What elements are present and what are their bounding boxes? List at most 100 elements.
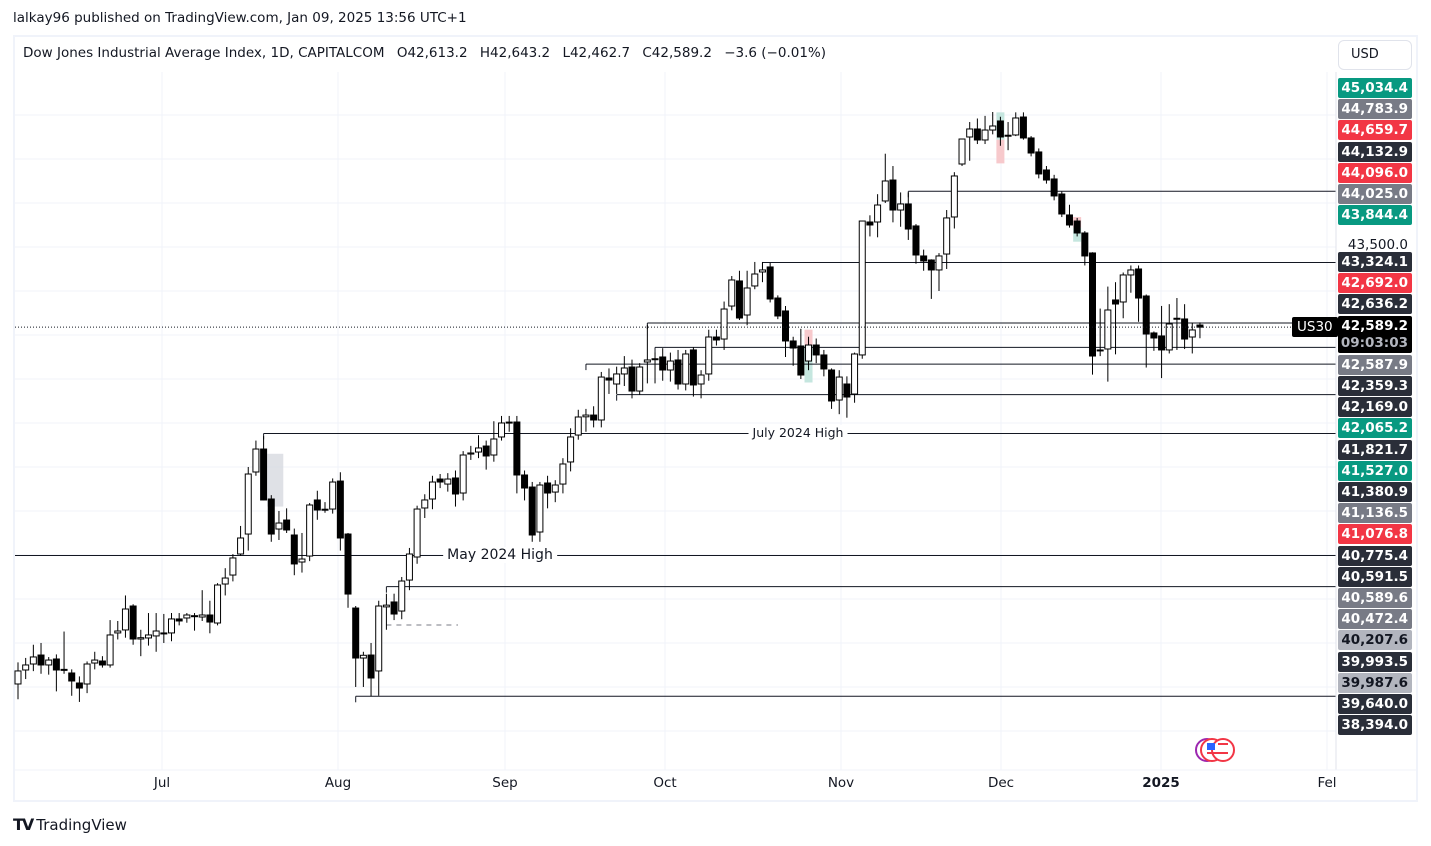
candle (1073, 217, 1081, 237)
candle-body (382, 604, 390, 608)
candle (943, 210, 951, 269)
candle-body (989, 125, 997, 131)
candle (237, 525, 245, 556)
candle-body (1181, 318, 1189, 340)
candle (751, 261, 759, 290)
candle-body (935, 255, 943, 271)
candle (60, 631, 68, 674)
candle-body (114, 630, 122, 634)
candle-body (428, 481, 436, 500)
candle-body (390, 601, 398, 615)
candle (973, 118, 981, 145)
symbol-tag: US30 (1292, 317, 1338, 337)
time-axis-label: Aug (324, 775, 352, 791)
candle (206, 600, 214, 634)
candle-body (352, 607, 360, 659)
price-label: 41,076.8 (1338, 524, 1412, 545)
candle (91, 651, 99, 670)
candle (1027, 136, 1035, 157)
candle (283, 508, 291, 533)
candle-body (45, 659, 53, 666)
symbol-title[interactable]: Dow Jones Industrial Average Index, 1D, … (23, 45, 385, 61)
candle-body (981, 129, 989, 141)
candle (467, 445, 475, 460)
currency-button[interactable]: USD (1338, 40, 1412, 70)
candle-body (927, 259, 935, 271)
candle (674, 349, 682, 390)
candle-body (536, 484, 544, 533)
candle-body (920, 255, 928, 262)
candle (221, 568, 229, 596)
time-axis-label: Jul (153, 775, 171, 791)
candle-body (260, 448, 268, 501)
candle-body (1150, 332, 1158, 339)
candle (536, 481, 544, 542)
candle (866, 215, 874, 237)
candle (498, 415, 506, 441)
candle (613, 366, 621, 394)
candle (1004, 122, 1012, 151)
candle (336, 472, 344, 551)
candle (1181, 304, 1189, 350)
candle-body (666, 360, 674, 371)
candle-body (1158, 335, 1166, 351)
candle-body (758, 269, 766, 273)
candle-body (851, 353, 859, 395)
candle-body (52, 658, 60, 671)
candle (1058, 191, 1066, 218)
candle-body (904, 203, 912, 230)
candle-body (37, 654, 45, 666)
candle-body (651, 358, 659, 361)
candle-body (966, 128, 974, 138)
candle (1196, 322, 1204, 339)
brand-name: TradingView (36, 815, 127, 834)
candle-body (643, 359, 651, 363)
candle-body (950, 175, 958, 218)
candle (996, 116, 1004, 146)
candle (121, 595, 129, 638)
candle-body (774, 297, 782, 317)
candle (697, 370, 705, 399)
candle (367, 642, 375, 697)
candle-body (613, 373, 621, 385)
economic-event-icon[interactable] (1195, 738, 1235, 762)
price-label: 42,587.9 (1338, 354, 1412, 375)
candle-body (782, 310, 789, 342)
candle-body (1050, 178, 1058, 197)
candle-body (897, 203, 905, 211)
candle-body (889, 179, 897, 211)
candle-body (1073, 220, 1081, 234)
candle-body (359, 654, 367, 659)
candle (451, 470, 459, 507)
candle-body (467, 452, 475, 455)
low-value: L42,462.7 (562, 45, 631, 61)
candle-body (221, 577, 229, 585)
change-value: −3.6 (−0.01%) (724, 45, 827, 61)
candle-body (513, 421, 521, 476)
candle (1135, 265, 1143, 322)
candle-body (321, 508, 329, 511)
candle-body (1119, 274, 1127, 303)
candle (720, 301, 728, 350)
level-label: July 2024 High (748, 425, 848, 440)
candle-body (1196, 324, 1204, 328)
price-label: 43,844.4 (1338, 205, 1412, 226)
candle-body (835, 376, 843, 401)
candle-body (413, 508, 421, 558)
candle-body (567, 436, 575, 463)
candle-body (475, 447, 482, 453)
grid (15, 72, 1336, 770)
tradingview-logo[interactable]: TV TradingView (13, 815, 127, 834)
candle-body (521, 474, 529, 489)
candle (198, 590, 206, 621)
candle (828, 368, 836, 409)
candle (144, 613, 152, 646)
candle (1188, 322, 1196, 354)
candle (689, 347, 697, 397)
candle (881, 153, 889, 203)
candle-body (283, 519, 291, 531)
candle-body (252, 448, 260, 473)
candle (83, 661, 91, 694)
candle (37, 642, 45, 674)
